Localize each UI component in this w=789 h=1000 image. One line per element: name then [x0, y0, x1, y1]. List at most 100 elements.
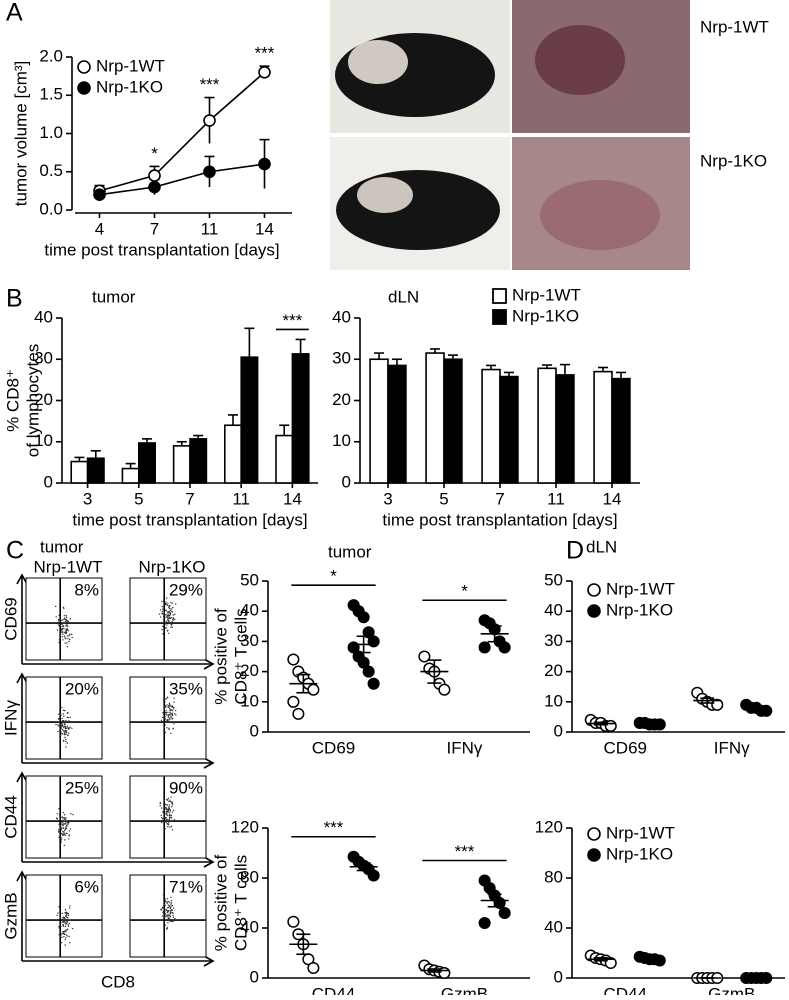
event-dot	[65, 631, 67, 633]
legend-label: Nrp-1WT	[96, 56, 165, 75]
event-dot	[165, 807, 168, 809]
event-dot	[68, 935, 70, 938]
event-dot	[64, 829, 66, 832]
event-dot	[56, 813, 59, 815]
flow-percent: 25%	[65, 778, 99, 797]
event-dot	[62, 918, 64, 920]
event-dot	[65, 826, 67, 828]
event-dot	[165, 808, 168, 810]
event-dot	[167, 823, 170, 826]
event-dot	[163, 908, 165, 910]
y-axis-label: CD8⁺ T cells	[231, 855, 250, 951]
event-dot	[62, 827, 65, 829]
event-dot	[61, 717, 63, 720]
event-dot	[169, 809, 171, 811]
x-tick-label: 7	[185, 489, 194, 508]
legend-marker	[587, 604, 601, 618]
panel-letter: D	[566, 537, 584, 565]
event-dot	[159, 609, 162, 611]
event-dot	[58, 836, 60, 838]
event-dot	[62, 606, 65, 609]
event-dot	[169, 622, 172, 625]
event-dot	[60, 726, 62, 728]
event-dot	[63, 709, 66, 712]
event-dot	[66, 912, 69, 914]
flow-percent: 29%	[169, 580, 203, 599]
significance-label: ***	[255, 44, 275, 63]
bar	[537, 367, 557, 484]
point	[653, 954, 666, 967]
event-dot	[65, 931, 67, 933]
event-dot	[171, 626, 173, 628]
event-dot	[164, 816, 166, 819]
event-dot	[58, 808, 60, 810]
flow-percent: 8%	[74, 580, 99, 599]
event-dot	[63, 935, 65, 938]
event-dot	[60, 934, 62, 936]
event-dot	[65, 730, 68, 732]
event-dot	[164, 705, 166, 708]
event-dot	[163, 806, 166, 808]
point	[292, 707, 305, 720]
event-dot	[63, 723, 66, 725]
event-dot	[165, 819, 167, 821]
event-dot	[61, 706, 63, 709]
y-tick-label: 10	[240, 691, 259, 710]
event-dot	[168, 901, 171, 903]
flow-plot	[129, 775, 207, 859]
bar	[70, 460, 89, 484]
y-tick-label: 1.5	[39, 85, 63, 104]
event-dot	[68, 635, 70, 637]
significance-label: ***	[324, 818, 344, 837]
event-dot	[170, 617, 172, 620]
event-dot	[61, 626, 63, 628]
event-dot	[67, 728, 70, 730]
event-dot	[164, 701, 166, 703]
bar	[275, 434, 294, 484]
event-dot	[65, 632, 68, 634]
event-dot	[59, 821, 61, 824]
event-dot	[67, 916, 69, 919]
event-dot	[58, 831, 60, 833]
point	[438, 683, 451, 696]
event-dot	[169, 906, 172, 909]
event-dot	[161, 907, 164, 909]
event-dot	[58, 639, 61, 641]
event-dot	[166, 804, 168, 806]
event-dot	[168, 817, 171, 819]
event-dot	[170, 608, 173, 610]
point	[287, 695, 300, 708]
event-dot	[61, 619, 64, 621]
flow-percent: 6%	[74, 877, 99, 896]
event-dot	[62, 709, 65, 712]
event-dot	[173, 819, 176, 821]
event-dot	[69, 633, 71, 636]
event-dot	[169, 609, 172, 612]
flow-title: tumor	[40, 537, 84, 556]
event-dot	[60, 829, 63, 831]
event-dot	[61, 912, 64, 915]
event-dot	[61, 819, 63, 822]
flow-plot	[25, 676, 103, 760]
event-dot	[162, 811, 164, 813]
event-dot	[168, 815, 171, 817]
event-dot	[165, 698, 168, 700]
x-tick-label: 4	[95, 219, 104, 238]
panel-letter: B	[6, 285, 23, 313]
series-line	[99, 71, 266, 192]
event-dot	[169, 705, 171, 707]
y-tick-label: 30	[34, 349, 53, 368]
event-dot	[172, 728, 174, 730]
event-dot	[167, 616, 169, 618]
event-dot	[166, 810, 168, 813]
panel-letter: C	[6, 537, 24, 565]
event-dot	[59, 832, 61, 834]
event-dot	[164, 627, 167, 629]
point	[148, 169, 161, 182]
bar	[189, 438, 208, 484]
y-tick-label: 40	[332, 307, 351, 326]
event-dot	[165, 610, 168, 612]
event-dot	[162, 616, 165, 618]
event-dot	[172, 920, 174, 923]
event-dot	[161, 610, 164, 613]
